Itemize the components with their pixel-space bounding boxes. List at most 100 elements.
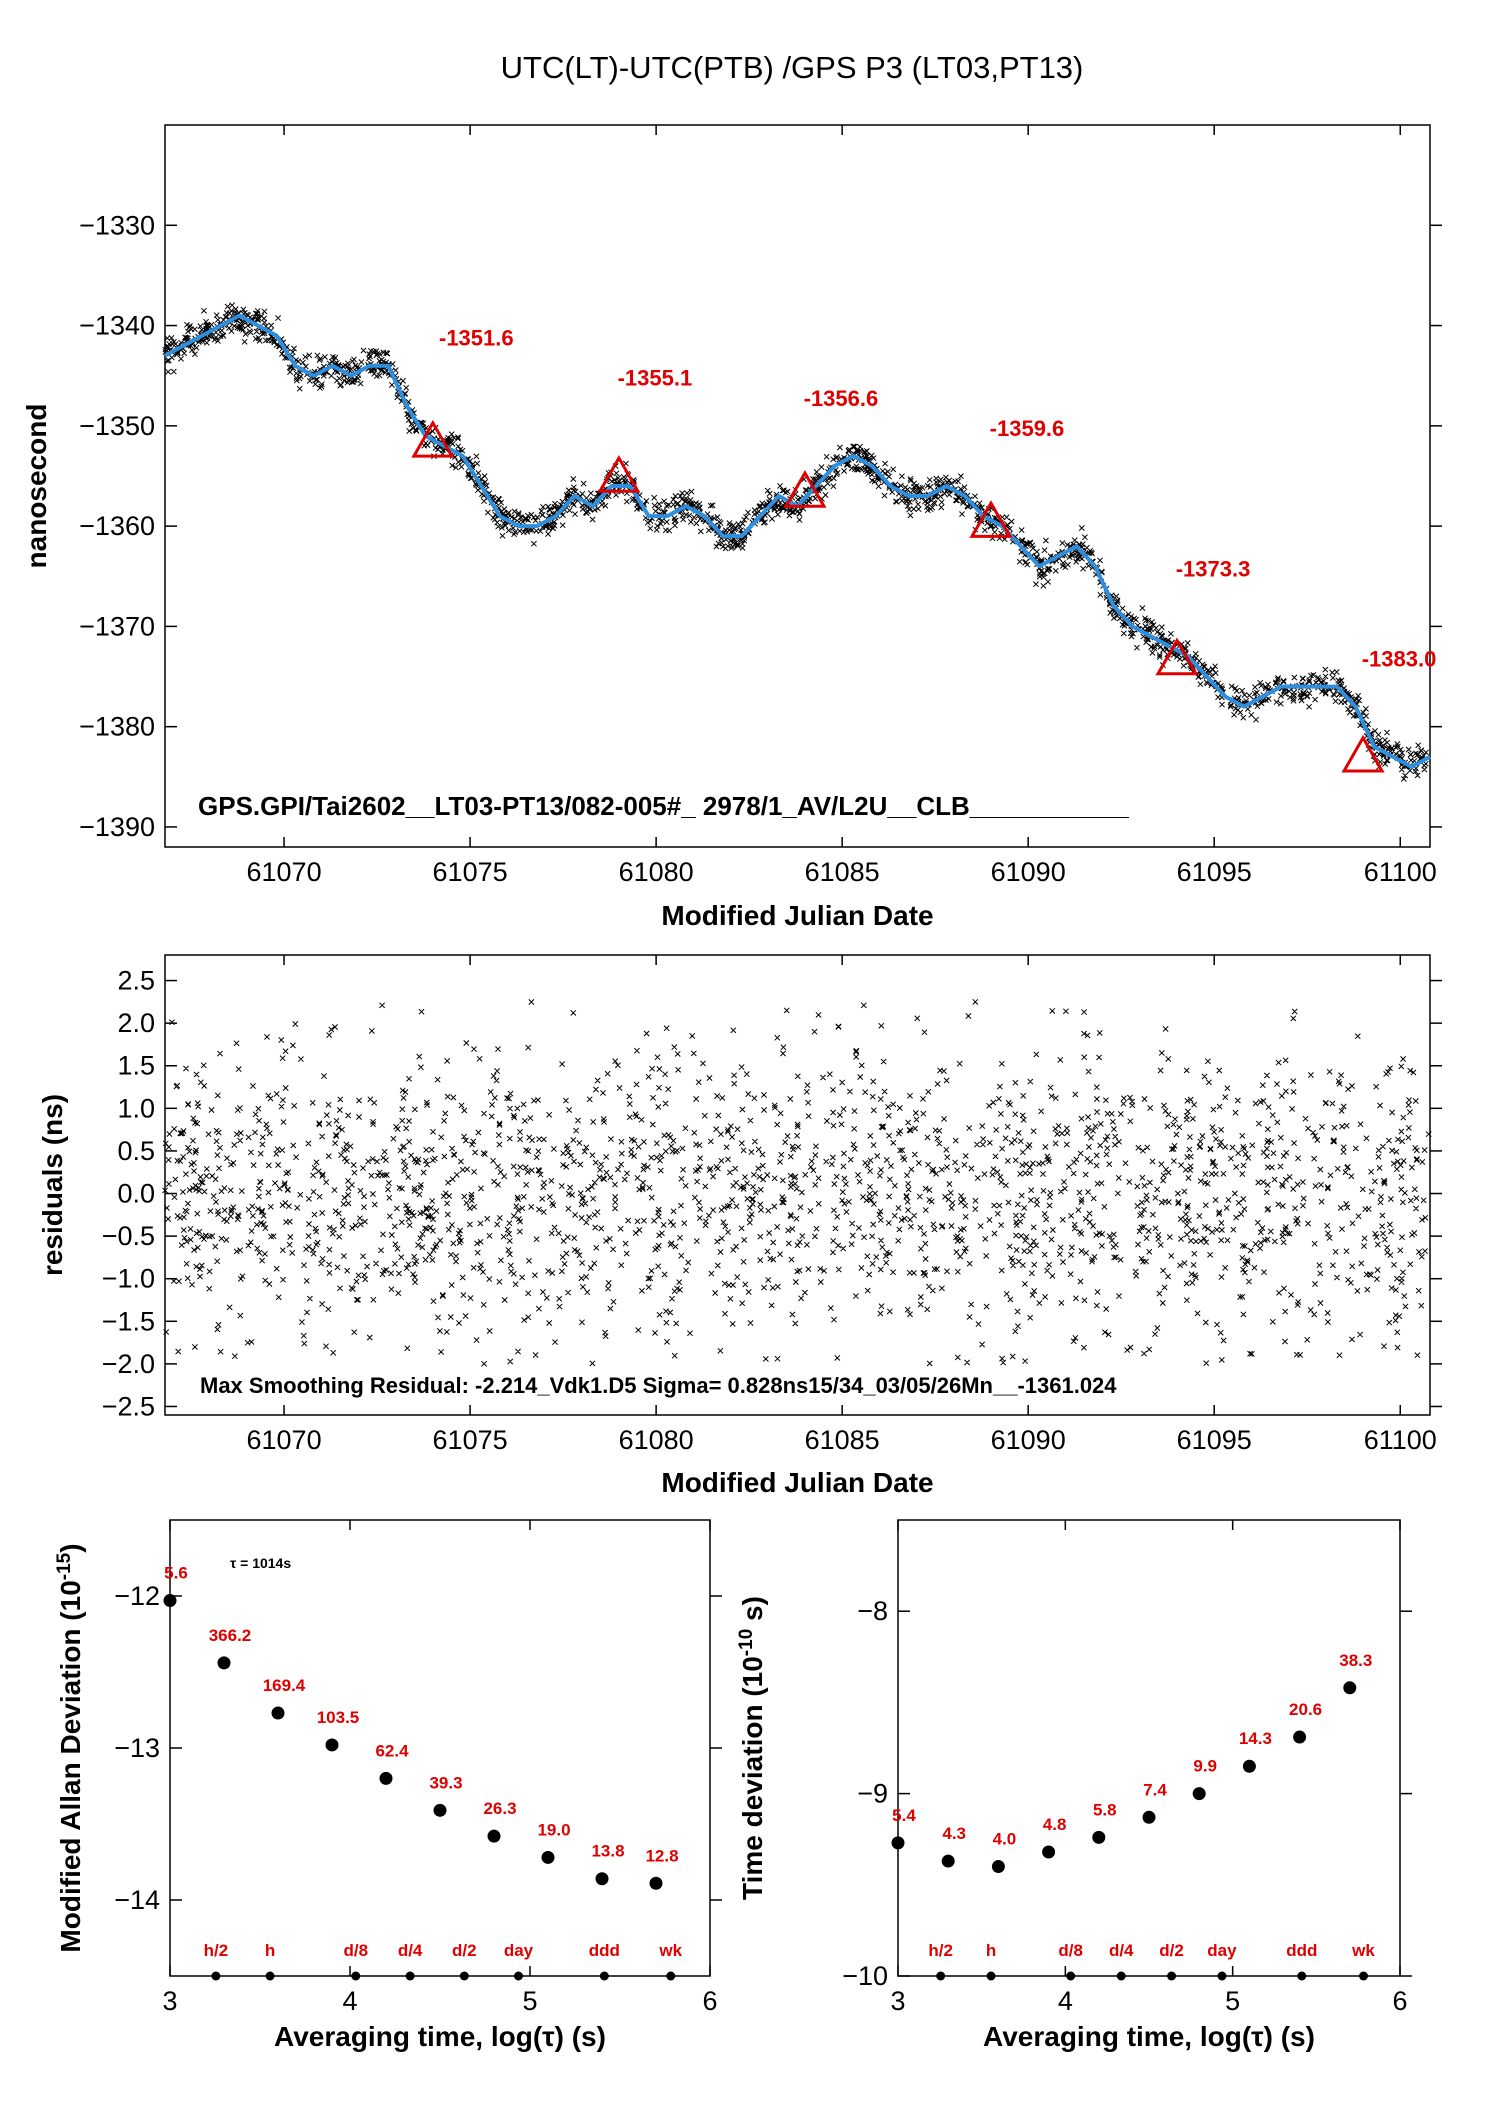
- tdev-time-marker-label: day: [1207, 1941, 1237, 1960]
- resid-xlabel: Modified Julian Date: [661, 1467, 933, 1498]
- tdev-point-label: 5.8: [1093, 1800, 1117, 1819]
- mdev-point: [487, 1829, 501, 1843]
- mdev-time-marker: [459, 1971, 469, 1981]
- tdev-point-label: 14.3: [1239, 1729, 1272, 1748]
- mdev-point: [217, 1656, 231, 1670]
- main-xtick-label: 61090: [991, 857, 1066, 887]
- tdev-ytick-label: −10: [842, 1961, 888, 1991]
- mdev-time-marker: [211, 1971, 221, 1981]
- resid-xtick-label: 61080: [619, 1425, 694, 1455]
- resid-ytick-label: −1.0: [102, 1264, 155, 1294]
- mdev-point-label: 366.2: [209, 1626, 252, 1645]
- tdev-point: [991, 1860, 1005, 1874]
- tdev-xtick-label: 6: [1392, 1986, 1407, 2016]
- tdev-time-marker-label: ddd: [1286, 1941, 1317, 1960]
- tdev-ylabel: Time deviation (10-10 s): [736, 1596, 769, 1900]
- tdev-point-label: 4.8: [1043, 1815, 1067, 1834]
- resid-ytick-label: 2.5: [117, 966, 155, 996]
- tdev-ylabel-tail: s): [737, 1596, 768, 1629]
- mdev-point-label: 13.8: [591, 1842, 624, 1861]
- main-marker-label: -1373.3: [1176, 556, 1251, 581]
- mdev-ylabel-tail: ): [55, 1543, 86, 1552]
- main-marker-triangle: [1155, 637, 1199, 676]
- tdev-time-marker: [1217, 1971, 1227, 1981]
- tdev-ylabel-main: Time deviation (10: [737, 1656, 768, 1900]
- mdev-plot: 3 4 5 6 −12 −13 −14 5.6 366.2 169.4 103.5 62.4 39.3 2…: [54, 1519, 722, 2052]
- tdev-time-marker-label: h: [986, 1941, 996, 1960]
- resid-info-text: Max Smoothing Residual: -2.214_Vdk1.D5 S…: [200, 1373, 1117, 1398]
- resid-xtick-label: 61070: [247, 1425, 322, 1455]
- tdev-time-marker-label: h/2: [928, 1941, 953, 1960]
- mdev-point: [163, 1594, 177, 1608]
- main-ytick-label: −1350: [79, 411, 155, 441]
- mdev-point-label: 19.0: [537, 1820, 570, 1839]
- tdev-point-label: 38.3: [1339, 1651, 1372, 1670]
- mdev-xtick-label: 3: [162, 1986, 177, 2016]
- main-marker-triangle: [969, 500, 1013, 538]
- mdev-time-marker: [351, 1971, 361, 1981]
- tdev-point-label: 7.4: [1143, 1780, 1167, 1799]
- mdev-frame: [169, 1519, 711, 1977]
- mdev-point-label: 5.6: [164, 1564, 188, 1583]
- tdev-point: [1142, 1810, 1156, 1824]
- tdev-xtick-label: 5: [1225, 1986, 1240, 2016]
- mdev-point: [271, 1706, 285, 1720]
- tdev-time-marker: [936, 1971, 946, 1981]
- figure-title: UTC(LT)-UTC(PTB) /GPS P3 (LT03,PT13): [501, 50, 1084, 85]
- mdev-point-label: 39.3: [429, 1773, 462, 1792]
- mdev-time-marker-label: wk: [658, 1941, 682, 1960]
- tdev-point: [1042, 1845, 1056, 1859]
- mdev-point-label: 169.4: [263, 1676, 306, 1695]
- mdev-time-marker: [513, 1971, 523, 1981]
- tdev-xlabel: Averaging time, log(τ) (s): [983, 2021, 1315, 2052]
- resid-frame: [164, 954, 1431, 1416]
- tdev-point: [1192, 1787, 1206, 1801]
- tdev-time-marker: [986, 1971, 996, 1981]
- tdev-time-marker: [1066, 1971, 1076, 1981]
- mdev-ylabel-main: Modified Allan Deviation (10: [55, 1580, 86, 1952]
- tdev-point: [1092, 1830, 1106, 1844]
- tdev-ytick-label: −9: [857, 1779, 888, 1809]
- mdev-time-marker: [666, 1971, 676, 1981]
- resid-xtick-label: 61095: [1177, 1425, 1252, 1455]
- resid-ytick-label: 1.5: [117, 1051, 155, 1081]
- main-marker-triangle: [411, 419, 455, 458]
- main-info-text: GPS.GPI/Tai2602__LT03-PT13/082-005#_ 297…: [198, 791, 1129, 821]
- tdev-point: [941, 1854, 955, 1868]
- main-ytick-label: −1330: [79, 210, 155, 240]
- main-marker-label: -1356.6: [804, 386, 879, 411]
- resid-ytick-label: 0.5: [117, 1136, 155, 1166]
- tdev-time-marker: [1116, 1971, 1126, 1981]
- mdev-point-label: 12.8: [645, 1846, 678, 1865]
- tdev-time-marker-label: d/2: [1159, 1941, 1184, 1960]
- main-ytick-label: −1370: [79, 611, 155, 641]
- tdev-time-marker: [1297, 1971, 1307, 1981]
- mdev-xlabel: Averaging time, log(τ) (s): [274, 2021, 606, 2052]
- tdev-point-label: 9.9: [1193, 1757, 1217, 1776]
- main-xtick-label: 61095: [1177, 857, 1252, 887]
- main-ytick-label: −1390: [79, 812, 155, 842]
- mdev-point-label: 103.5: [317, 1708, 360, 1727]
- main-xtick-label: 61070: [247, 857, 322, 887]
- tdev-point-label: 4.3: [942, 1824, 966, 1843]
- mdev-time-marker: [599, 1971, 609, 1981]
- mdev-point: [595, 1872, 609, 1886]
- resid-ytick-label: −2.5: [102, 1391, 155, 1421]
- tdev-point-label: 5.4: [892, 1806, 916, 1825]
- mdev-xtick-label: 4: [342, 1986, 357, 2016]
- main-xtick-label: 61100: [1364, 857, 1437, 887]
- mdev-time-marker-label: d/4: [398, 1941, 423, 1960]
- tdev-xtick-label: 3: [890, 1986, 905, 2016]
- resid-ytick-label: 1.0: [117, 1093, 155, 1123]
- mdev-point: [433, 1803, 447, 1817]
- main-xtick-label: 61085: [805, 857, 880, 887]
- main-marker-triangle: [1341, 734, 1385, 773]
- tdev-time-marker-label: d/8: [1058, 1941, 1083, 1960]
- main-xlabel: Modified Julian Date: [661, 900, 933, 931]
- tdev-plot: 3 4 5 6 −8 −9 −10 5.4 4.3 4.0 4.8 5.8 7.4 9.9 14.3 20.6…: [736, 1519, 1412, 2052]
- mdev-time-marker-label: d/8: [343, 1941, 368, 1960]
- tdev-point: [1293, 1730, 1307, 1744]
- main-frame: [164, 124, 1431, 848]
- resid-ytick-label: 0.0: [117, 1179, 155, 1209]
